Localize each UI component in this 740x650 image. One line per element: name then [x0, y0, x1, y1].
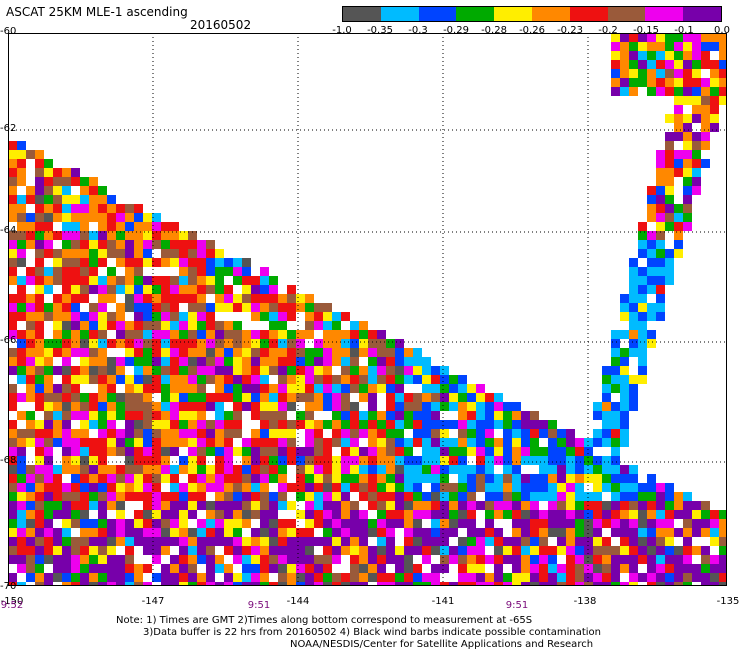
lat-label: -68	[0, 455, 17, 466]
colorbar-label: -0.29	[443, 25, 469, 36]
colorbar-label: -0.23	[557, 25, 583, 36]
colorbar-segment	[569, 7, 608, 21]
colorbar-segment	[607, 7, 646, 21]
lon-label: -144	[286, 596, 310, 607]
lat-label: -60	[0, 26, 17, 37]
lon-label: -141	[431, 596, 455, 607]
plot-frame	[8, 33, 727, 586]
colorbar-segment	[456, 7, 495, 21]
lat-label: -64	[0, 225, 17, 236]
colorbar-segment	[494, 7, 532, 21]
lon-label: -150	[0, 596, 24, 607]
colorbar-segment	[531, 7, 570, 21]
lat-label: -66	[0, 335, 17, 346]
colorbar-label: -0.28	[481, 25, 507, 36]
lon-label: -147	[141, 596, 165, 607]
colorbar-label: 0.0	[714, 25, 730, 36]
colorbar-labels: -1.0 -0.35 -0.3 -0.29 -0.28 -0.26 -0.23 -0.2 -0.…	[330, 25, 740, 39]
colorbar-label: -0.1	[674, 25, 694, 36]
colorbar-label: -1.0	[332, 25, 352, 36]
colorbar-label: -0.15	[633, 25, 659, 36]
map-date: 20160502	[190, 18, 252, 32]
lat-label: -62	[0, 123, 17, 134]
colorbar-label: -0.26	[519, 25, 545, 36]
map-title: ASCAT 25KM MLE-1 ascending	[6, 5, 188, 19]
time-label: 9:51	[505, 600, 529, 611]
lon-label: -135	[716, 596, 740, 607]
colorbar-segment	[343, 7, 381, 21]
colorbar-segment	[645, 7, 684, 21]
time-label: 9:51	[247, 600, 271, 611]
time-label: 9:52	[0, 600, 24, 611]
colorbar-segment	[683, 7, 721, 21]
swath-cells	[8, 33, 727, 586]
lon-label: -138	[573, 596, 597, 607]
graticule	[8, 33, 727, 586]
colorbar-label: -0.35	[367, 25, 393, 36]
colorbar-segment	[418, 7, 457, 21]
footer-note-2: 3)Data buffer is 22 hrs from 20160502 4)…	[143, 627, 601, 638]
colorbar-segment	[380, 7, 419, 21]
swath-map	[8, 33, 727, 586]
colorbar	[342, 6, 722, 22]
footer-note-1: Note: 1) Times are GMT 2)Times along bot…	[116, 615, 533, 626]
lat-label: -70	[0, 581, 17, 592]
colorbar-label: -0.3	[408, 25, 428, 36]
colorbar-label: -0.2	[598, 25, 618, 36]
footer-credit: NOAA/NESDIS/Center for Satellite Applica…	[290, 639, 594, 650]
